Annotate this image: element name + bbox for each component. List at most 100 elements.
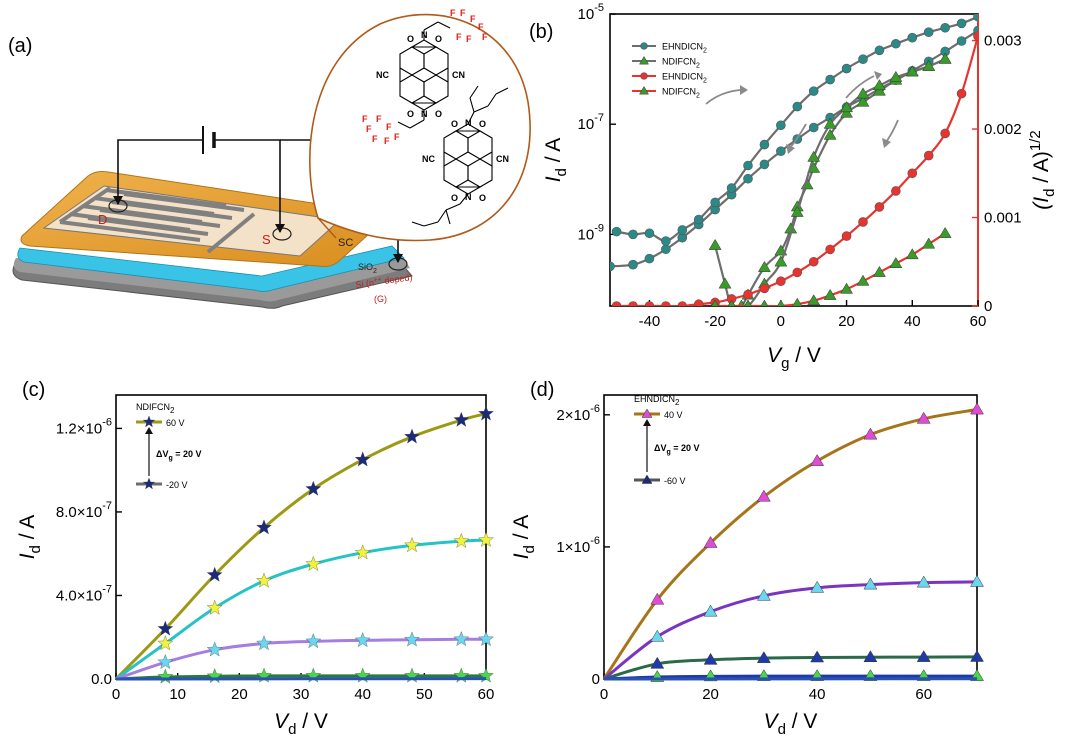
b-point — [841, 63, 852, 74]
b-point — [610, 261, 615, 272]
b-point — [907, 32, 918, 43]
b-point — [808, 122, 819, 133]
b-y2label: (Id / A)1/2 — [1027, 130, 1058, 209]
molecule2-nc: NC — [422, 154, 435, 164]
c-plot-ytick-label: 8.0×10-7 — [56, 500, 112, 521]
b-point — [743, 160, 753, 171]
b-point — [807, 294, 821, 306]
fluorine-labels-top: F F F F F F F — [450, 8, 488, 44]
molecule1-o4: O — [435, 109, 442, 119]
molecule2-o3: O — [451, 193, 458, 203]
b-point — [874, 202, 885, 212]
c-plot-legend-bottom-marker — [142, 477, 156, 490]
b-point — [923, 27, 934, 37]
c-plot-legend-top-label: 60 V — [166, 418, 185, 428]
d-plot-point — [916, 650, 931, 662]
c-plot-frame — [115, 394, 487, 680]
c-plot-point — [206, 599, 223, 615]
source-label: S — [262, 232, 271, 247]
c-plot-point — [305, 555, 322, 571]
b-point — [628, 259, 638, 270]
b-point — [718, 277, 732, 289]
c-plot-point — [478, 531, 494, 547]
panel-c-output-curves-ndifcn2: (c) 0 10 20 30 40 50 60 0.0 4.0×10-7 8.0×10-7 1.2×… — [16, 379, 494, 738]
b-point — [856, 87, 870, 99]
panel-a-label: (a) — [8, 35, 32, 57]
d-plot-point — [916, 575, 931, 588]
b-xlabel: Vg / V — [767, 344, 821, 372]
d-plot-ytick-label: 1×10-6 — [556, 535, 600, 556]
c-plot-point — [404, 631, 420, 647]
molecule1-n2: N — [421, 109, 428, 119]
b-point — [891, 186, 901, 196]
b-point — [628, 229, 638, 240]
b-point — [922, 237, 936, 249]
b-point — [889, 70, 903, 82]
b-point — [907, 168, 918, 179]
b-legend-entry: NDIFCN2 — [662, 87, 700, 100]
c-plot-point — [157, 620, 174, 636]
d-plot-xtick-label: 40 — [809, 686, 826, 703]
b-point — [693, 214, 704, 225]
molecule1-cn-left: NC — [376, 70, 389, 80]
b-point — [889, 257, 903, 268]
b-point — [776, 146, 786, 156]
c-plot-delta-label: ΔVg = 20 V — [156, 449, 202, 462]
sio2-layer — [17, 245, 405, 292]
c-plot-point — [206, 566, 223, 582]
b-point — [823, 128, 837, 140]
b-point — [940, 22, 950, 33]
d-plot-point — [650, 592, 665, 605]
b-point — [710, 197, 720, 208]
b-point — [644, 253, 655, 264]
molecule2-n2: N — [465, 192, 472, 202]
c-plot-point — [157, 654, 174, 669]
d-plot-xtick-label: 20 — [702, 686, 719, 703]
svg-text:F: F — [362, 114, 368, 124]
c-plot-point — [305, 633, 322, 649]
d-plot-delta-label: ΔVg = 20 V — [654, 443, 700, 456]
c-plot-point — [206, 668, 223, 683]
d-plot-point — [756, 489, 771, 502]
c-plot-ytick-label: 0.0 — [91, 671, 112, 688]
d-plot-point — [703, 652, 718, 665]
b-series-line — [714, 58, 946, 306]
d-plot-legend-title: EHNDICN2 — [634, 394, 680, 407]
b-point — [940, 128, 950, 139]
svg-text:F: F — [478, 22, 484, 32]
molecule1-cn-right: CN — [452, 70, 465, 80]
b-y2tick-label: 0.001 — [984, 210, 1022, 227]
b-point — [790, 205, 804, 217]
fluorine-labels-bottom: F F F F F F F — [362, 114, 400, 146]
d-plot-point — [756, 588, 771, 601]
b-point — [808, 86, 819, 96]
b-point — [743, 173, 753, 184]
b-point — [661, 301, 671, 306]
c-plot-point — [478, 631, 494, 646]
b-point — [759, 159, 770, 170]
b-point — [956, 36, 967, 46]
d-plot-point — [970, 574, 984, 587]
b-point — [840, 106, 854, 118]
wire-arrowheads — [113, 196, 403, 263]
b-point — [922, 59, 936, 71]
molecule-callout — [309, 13, 531, 242]
d-plot-legend-bottom-marker — [641, 474, 653, 484]
b-sweep-arrow-1 — [705, 89, 741, 105]
d-plot-point — [916, 411, 931, 424]
d-plot-point — [970, 649, 984, 662]
b-point — [759, 139, 770, 150]
svg-text:F: F — [470, 14, 476, 24]
b-point — [923, 150, 934, 161]
b-sweep-arrowhead-1 — [740, 85, 748, 95]
b-legend-entry: NDIFCN2 — [662, 57, 700, 70]
c-plot-legend-top-marker — [142, 415, 156, 428]
c-plot-legend-bottom-label: -20 V — [166, 480, 188, 490]
svg-text:F: F — [384, 136, 390, 146]
molecule2-o4: O — [479, 193, 486, 203]
d-plot-point — [810, 454, 825, 466]
molecule1-n1: N — [421, 30, 428, 40]
molecule2-n1: N — [465, 118, 472, 128]
b-y2tick-label: 0.003 — [984, 33, 1022, 50]
c-plot-xtick-label: 30 — [293, 686, 310, 703]
